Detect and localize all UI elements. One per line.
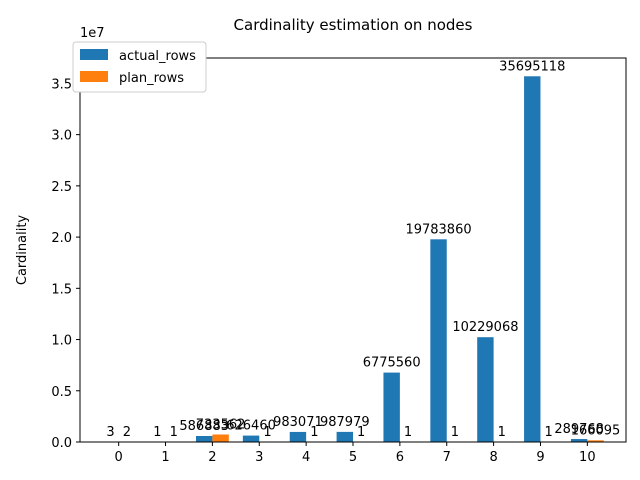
data-label-plan-rows-6: 1: [404, 425, 412, 440]
data-label-actual-rows-9: 35695118: [499, 59, 565, 74]
data-label-actual-rows-5: 987979: [320, 415, 370, 430]
x-tick-label-2: 2: [208, 450, 216, 465]
bar-actual-rows-6: [383, 372, 400, 442]
data-label-plan-rows-3: 1: [263, 425, 271, 440]
bar-plan-rows-2: [212, 434, 229, 442]
data-label-actual-rows-1: 1: [153, 425, 161, 440]
data-label-actual-rows-0: 3: [106, 425, 114, 440]
data-label-plan-rows-9: 1: [545, 425, 553, 440]
bar-actual-rows-9: [524, 76, 541, 443]
bar-actual-rows-4: [289, 431, 307, 442]
bar-actual-rows-7: [430, 239, 447, 442]
data-label-actual-rows-7: 19783860: [405, 222, 471, 237]
bar-plan-rows-10: [587, 440, 604, 442]
data-label-plan-rows-4: 1: [310, 425, 318, 440]
bars-layer: [102, 76, 604, 443]
bar-actual-rows-10: [570, 439, 588, 442]
x-tick-label-0: 0: [115, 450, 123, 465]
data-label-plan-rows-10: 166095: [571, 423, 621, 438]
data-label-actual-rows-6: 6775560: [363, 356, 421, 371]
x-axis: 0 1 2 3 4 5 6 7 8 9 10: [115, 442, 596, 465]
x-tick-label-8: 8: [489, 450, 497, 465]
chart-title: Cardinality estimation on nodes: [234, 16, 473, 34]
y-axis-label: Cardinality: [15, 215, 30, 286]
x-tick-label-3: 3: [255, 450, 263, 465]
data-label-plan-rows-1: 1: [170, 425, 178, 440]
data-label-plan-rows-5: 1: [357, 425, 365, 440]
x-tick-label-7: 7: [443, 450, 451, 465]
x-tick-label-9: 9: [536, 450, 544, 465]
y-tick-label-6: 3.0: [51, 129, 72, 144]
x-tick-label-5: 5: [349, 450, 357, 465]
y-tick-label-7: 3.5: [51, 77, 72, 92]
data-label-plan-rows-0: 2: [123, 425, 131, 440]
x-tick-label-1: 1: [161, 450, 169, 465]
data-label-plan-rows-7: 1: [451, 425, 459, 440]
x-tick-label-6: 6: [396, 450, 404, 465]
data-labels-layer: 3 1 58688362646098307198797967755601978386…: [106, 59, 620, 440]
x-tick-label-10: 10: [579, 450, 596, 465]
data-label-actual-rows-10: 289768: [554, 422, 604, 437]
bar-actual-rows-2: [195, 435, 213, 442]
y-tick-label-0: 0.0: [51, 436, 72, 451]
data-label-plan-rows-2: 733562: [196, 417, 246, 432]
y-tick-label-1: 0.5: [51, 385, 72, 400]
data-label-actual-rows-3: 626460: [226, 419, 276, 434]
bar-actual-rows-5: [336, 431, 353, 442]
legend-swatch-actual-rows: [80, 49, 108, 60]
y-tick-label-5: 2.5: [51, 180, 72, 195]
legend: actual_rows plan_rows: [72, 41, 207, 93]
data-label-actual-rows-8: 10229068: [452, 320, 518, 335]
legend-label-plan-rows: plan_rows: [119, 71, 184, 86]
y-tick-label-2: 1.0: [51, 334, 72, 349]
data-label-plan-rows-8: 1: [498, 425, 506, 440]
data-label-actual-rows-2: 586883: [179, 419, 229, 434]
y-offset-label: 1e7: [80, 26, 105, 41]
legend-swatch-plan-rows: [80, 71, 108, 82]
y-tick-label-3: 1.5: [51, 282, 72, 297]
data-label-actual-rows-4: 983071: [273, 415, 323, 430]
x-tick-label-4: 4: [302, 450, 310, 465]
y-tick-label-4: 2.0: [51, 231, 72, 246]
bar-actual-rows-3: [242, 435, 260, 442]
legend-label-actual-rows: actual_rows: [119, 49, 196, 64]
bar-actual-rows-8: [477, 337, 494, 442]
plot-frame: [79, 57, 627, 443]
y-axis: 0.0 0.5 1.0 1.5 2.0 2.5 3.0 3.5: [51, 77, 80, 451]
